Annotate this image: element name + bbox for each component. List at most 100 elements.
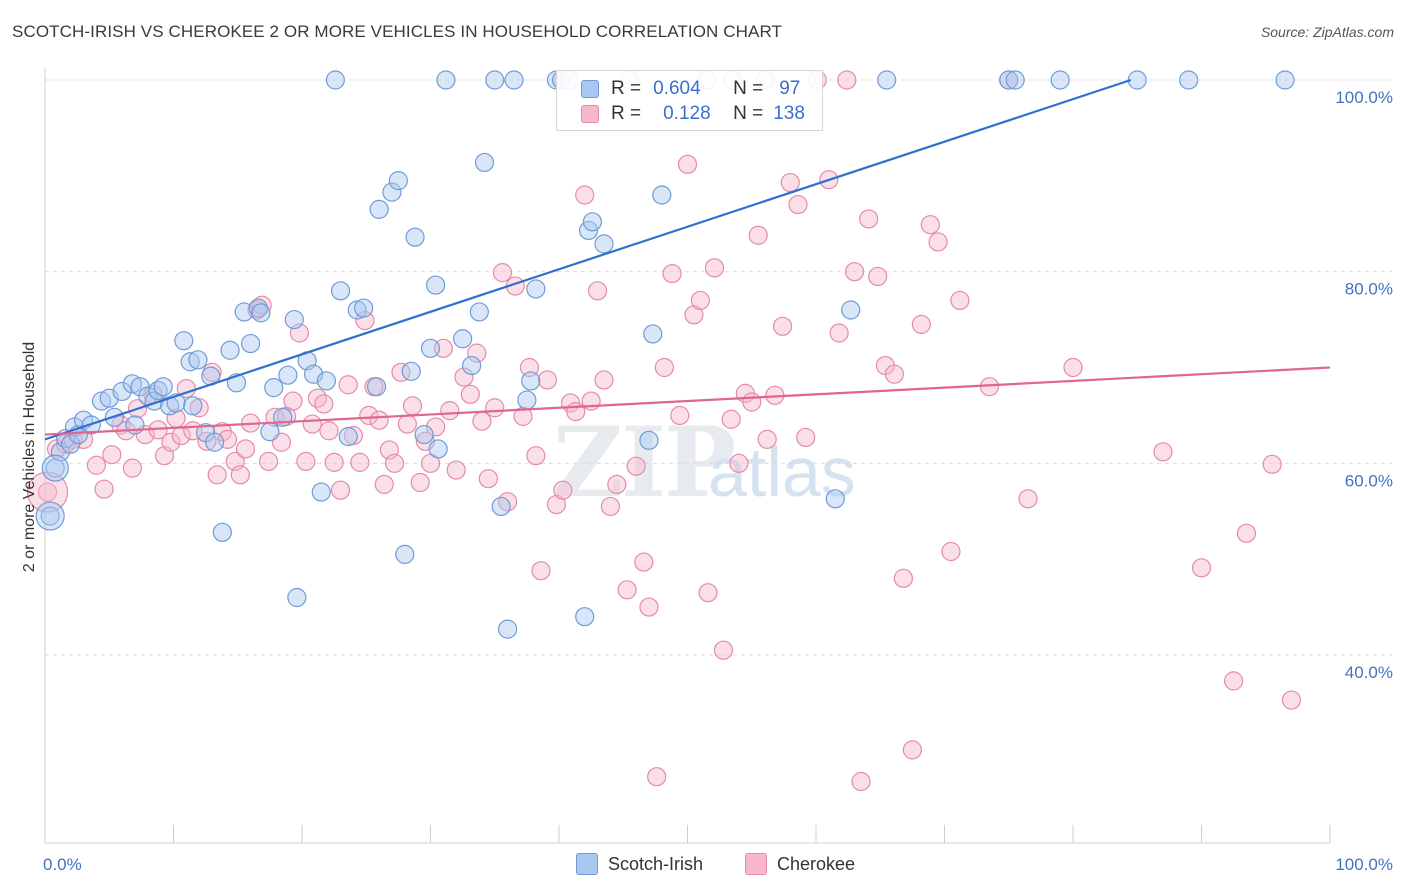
data-point <box>677 154 698 174</box>
data-point <box>1179 70 1199 90</box>
y-tick-label: 60.0% <box>1345 471 1393 490</box>
data-point <box>40 506 60 526</box>
data-point <box>472 411 492 431</box>
data-point <box>531 561 551 581</box>
data-point <box>188 350 208 370</box>
data-point <box>153 377 173 397</box>
data-point <box>359 405 379 426</box>
data-point <box>713 640 734 660</box>
data-point <box>453 329 473 349</box>
axes <box>44 68 1331 844</box>
data-point <box>670 405 690 426</box>
data-point <box>338 375 358 395</box>
data-point <box>130 377 150 397</box>
data-point <box>230 465 250 485</box>
data-point <box>521 371 541 391</box>
data-point <box>859 209 879 229</box>
data-point <box>491 496 511 517</box>
data-point <box>617 580 637 600</box>
data-point <box>319 421 339 441</box>
data-point <box>780 172 800 193</box>
data-point <box>220 340 240 360</box>
y-tick-label: 40.0% <box>1345 663 1393 682</box>
data-point <box>122 458 142 478</box>
legend-swatch-blue <box>581 80 599 98</box>
data-point <box>311 482 331 502</box>
data-point <box>626 456 646 476</box>
y-tick-label: 100.0% <box>1335 88 1393 107</box>
data-point <box>504 70 524 90</box>
data-point <box>513 406 533 426</box>
data-point <box>330 281 351 301</box>
data-point <box>183 396 203 416</box>
data-point <box>401 361 421 381</box>
data-point <box>517 390 537 410</box>
data-point <box>1275 70 1295 90</box>
data-point <box>729 453 749 473</box>
data-point <box>868 266 888 287</box>
data-point <box>757 429 777 449</box>
bottom-legend-cherokee: Cherokee <box>745 852 855 876</box>
data-point <box>260 422 280 442</box>
data-point <box>546 494 567 515</box>
data-point <box>941 541 961 562</box>
data-point <box>575 607 595 627</box>
data-point <box>440 401 460 421</box>
data-point <box>841 300 861 320</box>
data-point-large <box>35 501 65 531</box>
legend-r-value: 0.604 <box>653 78 701 99</box>
data-point <box>594 234 614 254</box>
data-point <box>388 171 408 191</box>
data-point <box>485 70 505 90</box>
data-point <box>278 365 298 385</box>
legend-r-label: R = <box>611 78 642 99</box>
data-point <box>643 324 663 344</box>
data-point <box>1236 523 1257 543</box>
data-point <box>369 199 389 219</box>
data-point <box>414 424 434 445</box>
scotch-irish-trend-line <box>44 78 1132 441</box>
legend-n-value: 138 <box>773 103 805 124</box>
data-point <box>698 583 718 603</box>
data-point <box>639 430 659 450</box>
data-point <box>397 414 417 434</box>
legend-r-value: 0.128 <box>663 103 711 124</box>
data-point <box>251 303 271 323</box>
data-point <box>647 767 667 787</box>
y-axis-label: 2 or more Vehicles in Household <box>21 342 38 572</box>
data-point <box>102 445 122 465</box>
data-point <box>402 396 423 416</box>
data-point <box>94 479 114 499</box>
data-point <box>662 263 682 284</box>
data-point <box>851 771 871 792</box>
data-point <box>174 331 194 351</box>
data-point <box>148 380 168 401</box>
legend-n-value: 97 <box>779 78 801 99</box>
data-point <box>877 70 897 90</box>
watermark-atlas: atlas <box>708 433 856 511</box>
y-tick-label: 80.0% <box>1345 280 1393 299</box>
data-point <box>316 371 337 391</box>
data-point <box>258 451 279 472</box>
data-point <box>410 472 430 493</box>
data-point <box>844 262 865 282</box>
cherokee-points <box>26 70 1302 792</box>
data-point <box>1018 489 1038 509</box>
data-point <box>485 398 505 418</box>
data-point <box>205 432 225 452</box>
bottom-legend-label-scotch-irish: Scotch-Irish <box>608 853 704 874</box>
data-point-large <box>41 454 69 482</box>
data-point <box>330 480 351 500</box>
data-point <box>234 302 254 322</box>
data-point <box>366 377 387 397</box>
data-point <box>634 552 654 572</box>
correlation-legend: R = 0.604 N = 97 R = 0.128 N = 138 <box>556 70 823 131</box>
data-point <box>772 316 793 336</box>
data-point <box>454 367 474 387</box>
data-point <box>526 279 546 299</box>
data-point <box>37 482 58 502</box>
data-point <box>825 489 845 509</box>
data-point <box>314 394 334 414</box>
data-point <box>566 401 586 422</box>
